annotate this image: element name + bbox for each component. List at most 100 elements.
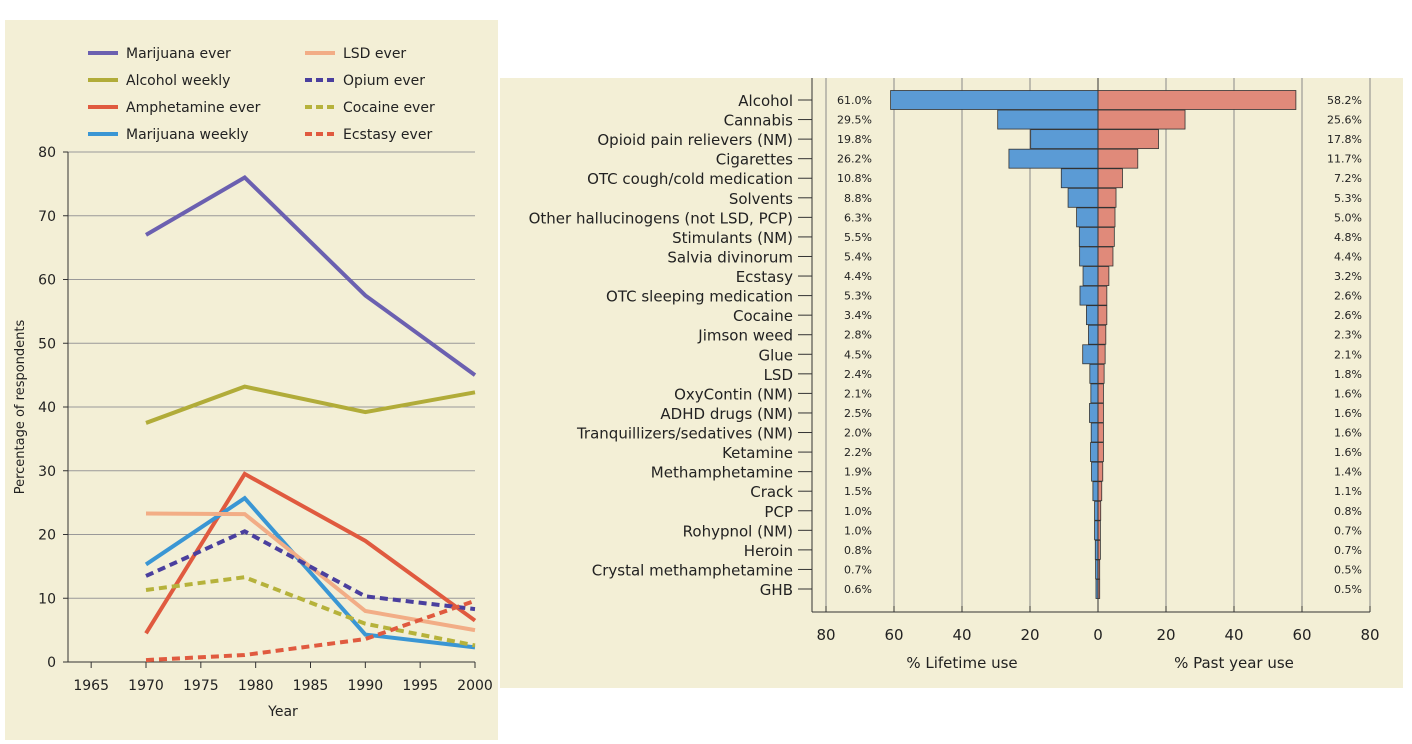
past-year-value-label: 4.8%: [1334, 231, 1362, 244]
lifetime-value-label: 0.7%: [844, 563, 872, 576]
past-year-value-label: 1.6%: [1334, 427, 1362, 440]
past-year-value-label: 11.7%: [1327, 153, 1362, 166]
category-label: Rohypnol (NM): [683, 522, 793, 540]
past-year-bar: [1097, 285, 1108, 306]
lifetime-bar: [1089, 403, 1099, 423]
legend-label: LSD ever: [343, 46, 406, 62]
lifetime-bar: [1088, 324, 1099, 345]
bar-chart-panel: [500, 78, 1403, 688]
legend-label: Cocaine ever: [343, 100, 435, 116]
category-label: Opioid pain relievers (NM): [597, 131, 793, 149]
past-year-value-label: 1.6%: [1334, 387, 1362, 400]
lifetime-value-label: 2.2%: [844, 446, 872, 459]
lifetime-bar: [1082, 344, 1099, 365]
lifetime-value-label: 61.0%: [837, 94, 872, 107]
past-year-value-label: 1.6%: [1334, 446, 1362, 459]
category-label: Heroin: [744, 542, 793, 560]
category-label: ADHD drugs (NM): [660, 405, 793, 423]
past-year-bar: [1097, 207, 1116, 228]
past-year-value-label: 25.6%: [1327, 114, 1362, 127]
lifetime-value-label: 10.8%: [837, 172, 872, 185]
x-tick-label: 80: [1360, 626, 1379, 644]
lifetime-bar: [1094, 520, 1099, 541]
lifetime-value-label: 8.8%: [844, 192, 872, 205]
past-year-value-label: 5.3%: [1334, 192, 1362, 205]
lifetime-bar: [1082, 266, 1099, 286]
category-label: OTC sleeping medication: [606, 288, 793, 306]
lifetime-value-label: 5.5%: [844, 231, 872, 244]
lifetime-bar: [1078, 227, 1099, 247]
category-label: Solvents: [729, 190, 793, 208]
x-tick-label: 1995: [402, 678, 438, 694]
x-tick-label: 1980: [238, 678, 274, 694]
category-label: Other hallucinogens (not LSD, PCP): [529, 209, 793, 227]
lifetime-value-label: 4.4%: [844, 270, 872, 283]
x-tick-label: 40: [1224, 626, 1243, 644]
lifetime-value-label: 4.5%: [844, 348, 872, 361]
past-year-value-label: 2.1%: [1334, 348, 1362, 361]
x-tick-label: 1985: [293, 678, 329, 694]
legend-label: Alcohol weekly: [126, 73, 230, 89]
x-tick-label: 80: [816, 626, 835, 644]
category-label: GHB: [760, 581, 793, 599]
lifetime-bar: [1030, 129, 1099, 150]
lifetime-bar: [1094, 500, 1099, 521]
past-year-value-label: 2.3%: [1334, 329, 1362, 342]
y-tick-label: 10: [38, 591, 56, 607]
lifetime-bar: [1090, 442, 1099, 462]
y-tick-label: 70: [38, 209, 56, 225]
left-axis-label: % Lifetime use: [906, 654, 1017, 672]
category-label: Methamphetamine: [651, 464, 793, 482]
lifetime-bar: [1090, 422, 1099, 443]
series-line-marijuana-weekly: [144, 495, 476, 650]
past-year-value-label: 0.5%: [1334, 583, 1362, 596]
x-tick-label: 2000: [457, 678, 493, 694]
past-year-value-label: 0.7%: [1334, 544, 1362, 557]
past-year-bar: [1097, 324, 1107, 345]
lifetime-bar: [1008, 148, 1099, 169]
past-year-value-label: 7.2%: [1334, 172, 1362, 185]
category-label: PCP: [764, 503, 793, 521]
lifetime-value-label: 26.2%: [837, 153, 872, 166]
x-tick-label: 60: [1292, 626, 1311, 644]
past-year-value-label: 4.4%: [1334, 250, 1362, 263]
category-label: Ketamine: [722, 444, 793, 462]
past-year-bar: [1097, 266, 1110, 286]
lifetime-bar: [997, 109, 1099, 130]
lifetime-bar: [1091, 461, 1099, 482]
category-label: Jimson weed: [697, 327, 793, 345]
y-tick-label: 40: [38, 400, 56, 416]
x-tick-label: 40: [952, 626, 971, 644]
past-year-bar: [1097, 403, 1104, 423]
past-year-bar: [1097, 90, 1297, 110]
lifetime-bar: [1079, 285, 1099, 306]
past-year-bar: [1097, 246, 1114, 267]
category-label: Crystal methamphetamine: [592, 561, 793, 579]
legend-label: Opium ever: [343, 73, 425, 89]
lifetime-bar: [1089, 363, 1099, 384]
category-label: Ecstasy: [736, 268, 793, 286]
y-tick-label: 50: [38, 336, 56, 352]
past-year-value-label: 5.0%: [1334, 211, 1362, 224]
lifetime-bar: [1060, 168, 1099, 189]
past-year-bar: [1097, 461, 1104, 482]
y-tick-label: 30: [38, 464, 56, 480]
lifetime-value-label: 1.0%: [844, 505, 872, 518]
y-tick-label: 0: [47, 655, 56, 671]
lifetime-value-label: 2.5%: [844, 407, 872, 420]
category-label: Alcohol: [738, 92, 793, 110]
category-label: OxyContin (NM): [674, 385, 793, 403]
past-year-bar: [1097, 187, 1117, 208]
category-label: Cigarettes: [716, 151, 793, 169]
series-line-alcohol-weekly: [145, 384, 476, 425]
legend-label: Amphetamine ever: [126, 100, 261, 116]
x-axis-label: Year: [267, 704, 298, 720]
x-tick-label: 1965: [73, 678, 109, 694]
past-year-value-label: 1.8%: [1334, 368, 1362, 381]
past-year-bar: [1097, 129, 1159, 150]
lifetime-value-label: 1.0%: [844, 524, 872, 537]
legend-label: Marijuana weekly: [126, 127, 249, 143]
lifetime-value-label: 1.5%: [844, 485, 872, 498]
legend-label: Marijuana ever: [126, 46, 231, 62]
